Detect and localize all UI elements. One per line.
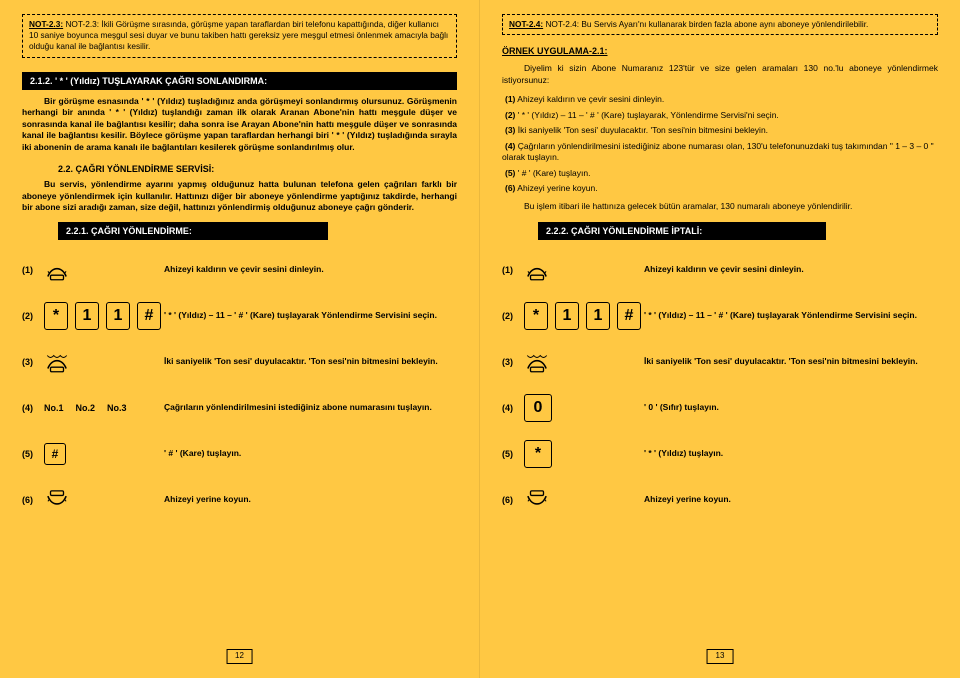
list-item: (6) Ahizeyi yerine koyun. [502, 183, 938, 194]
number-labels: No.1 No.2 No.3 [44, 402, 164, 414]
step-row: (6) Ahizeyi yerine koyun. [502, 478, 938, 522]
phone-hangup-icon [44, 487, 164, 513]
key-one: 1 [106, 302, 130, 330]
example-intro: Diyelim ki sizin Abone Numaranız 123'tür… [502, 63, 938, 86]
step-text: Ahizeyi yerine koyun. [164, 494, 457, 505]
section-222: 2.2.2. ÇAĞRI YÖNLENDİRME İPTALİ: [538, 222, 826, 240]
step-num: (4) [22, 402, 44, 414]
list-item: (4) Çağrıların yönlendirilmesini istediğ… [502, 141, 938, 164]
key-one: 1 [75, 302, 99, 330]
key-one: 1 [555, 302, 579, 330]
no-label: No.3 [107, 402, 127, 414]
step-row: (3) İki saniyelik 'Ton sesi' duyulacaktı… [22, 340, 457, 384]
phone-lift-icon [44, 257, 164, 283]
step-row: (6) Ahizeyi yerine koyun. [22, 478, 457, 522]
key-one: 1 [586, 302, 610, 330]
tone-icon [44, 349, 164, 375]
page-right: NOT-2.4: NOT-2.4: Bu Servis Ayarı'nı kul… [480, 0, 960, 678]
step-text: İki saniyelik 'Ton sesi' duyulacaktır. '… [164, 356, 457, 367]
tone-icon [524, 349, 644, 375]
key-hash: # [137, 302, 161, 330]
steps-right: (1) Ahizeyi kaldırın ve çevir sesini din… [502, 248, 938, 522]
step-row: (2) * 1 1 # ' * ' (Yıldız) – 11 – ' # ' … [502, 294, 938, 338]
example-list: (1) Ahizeyi kaldırın ve çevir sesini din… [502, 94, 938, 194]
step-text: Ahizeyi kaldırın ve çevir sesini dinleyi… [644, 264, 938, 275]
key-star: * [524, 302, 548, 330]
step-row: (3) İki saniyelik 'Ton sesi' duyulacaktı… [502, 340, 938, 384]
step-text: ' 0 ' (Sıfır) tuşlayın. [644, 402, 938, 413]
step-num: (6) [502, 494, 524, 506]
example-title: ÖRNEK UYGULAMA-2.1: [502, 45, 938, 57]
step-num: (3) [502, 356, 524, 368]
step-text: ' * ' (Yıldız) tuşlayın. [644, 448, 938, 459]
step-row: (4) 0 ' 0 ' (Sıfır) tuşlayın. [502, 386, 938, 430]
key-star: * [44, 302, 68, 330]
list-item: (3) İki saniyelik 'Ton sesi' duyulacaktı… [502, 125, 938, 136]
step-num: (5) [502, 448, 524, 460]
key-hash: # [617, 302, 641, 330]
key-zero: 0 [524, 394, 552, 422]
step-num: (1) [502, 264, 524, 276]
step-row: (4) No.1 No.2 No.3 Çağrıların yönlendiri… [22, 386, 457, 430]
step-text: ' * ' (Yıldız) – 11 – ' # ' (Kare) tuşla… [164, 310, 457, 321]
step-text: Ahizeyi yerine koyun. [644, 494, 938, 505]
step-text: İki saniyelik 'Ton sesi' duyulacaktır. '… [644, 356, 938, 367]
step-num: (1) [22, 264, 44, 276]
step-text: ' * ' (Yıldız) – 11 – ' # ' (Kare) tuşla… [644, 310, 938, 321]
note-text: NOT-2.4: Bu Servis Ayarı'nı kullanarak b… [545, 19, 868, 29]
sec212-para: Bir görüşme esnasında ' * ' (Yıldız) tuş… [22, 96, 457, 153]
step-text: ' # ' (Kare) tuşlayın. [164, 448, 457, 459]
step-text: Çağrıların yönlendirilmesini istediğiniz… [164, 402, 457, 413]
phone-hangup-icon [524, 487, 644, 513]
note-box: NOT-2.3: NOT-2.3: İkili Görüşme sırasınd… [22, 14, 457, 58]
list-item: (1) Ahizeyi kaldırın ve çevir sesini din… [502, 94, 938, 105]
no-label: No.1 [44, 402, 64, 414]
key-hash: # [44, 443, 66, 465]
sec22-title: 2.2. ÇAĞRI YÖNLENDİRME SERVİSİ: [58, 163, 457, 175]
step-num: (6) [22, 494, 44, 506]
section-212: 2.1.2. ' * ' (Yıldız) TUŞLAYARAK ÇAĞRI S… [22, 72, 457, 90]
key-zero-icon: 0 [524, 394, 644, 422]
step-num: (3) [22, 356, 44, 368]
phone-lift-icon [524, 257, 644, 283]
step-row: (2) * 1 1 # ' * ' (Yıldız) – 11 – ' # ' … [22, 294, 457, 338]
step-num: (2) [502, 310, 524, 322]
note-box: NOT-2.4: NOT-2.4: Bu Servis Ayarı'nı kul… [502, 14, 938, 35]
step-num: (4) [502, 402, 524, 414]
note-text: NOT-2.3: İkili Görüşme sırasında, görüşm… [29, 19, 448, 51]
page-left: NOT-2.3: NOT-2.3: İkili Görüşme sırasınd… [0, 0, 480, 678]
step-row: (1) Ahizeyi kaldırın ve çevir sesini din… [22, 248, 457, 292]
key-hash-icon: # [44, 443, 164, 465]
step-text: Ahizeyi kaldırın ve çevir sesini dinleyi… [164, 264, 457, 275]
key-star-icon: * [524, 440, 644, 468]
step-row: (5) # ' # ' (Kare) tuşlayın. [22, 432, 457, 476]
page-number: 12 [226, 649, 253, 664]
key-star: * [524, 440, 552, 468]
steps-left: (1) Ahizeyi kaldırın ve çevir sesini din… [22, 248, 457, 522]
list-item: (5) ' # ' (Kare) tuşlayın. [502, 168, 938, 179]
step-num: (5) [22, 448, 44, 460]
step-row: (5) * ' * ' (Yıldız) tuşlayın. [502, 432, 938, 476]
keypad-icons: * 1 1 # [44, 302, 164, 330]
step-row: (1) Ahizeyi kaldırın ve çevir sesini din… [502, 248, 938, 292]
page-number: 13 [707, 649, 734, 664]
keypad-icons: * 1 1 # [524, 302, 644, 330]
section-221: 2.2.1. ÇAĞRI YÖNLENDİRME: [58, 222, 328, 240]
no-label: No.2 [76, 402, 96, 414]
list-item: (2) ' * ' (Yıldız) – 11 – ' # ' (Kare) t… [502, 110, 938, 121]
sec22-para: Bu servis, yönlendirme ayarını yapmış ol… [22, 179, 457, 213]
step-num: (2) [22, 310, 44, 322]
example-footer: Bu işlem itibari ile hattınıza gelecek b… [502, 201, 938, 212]
